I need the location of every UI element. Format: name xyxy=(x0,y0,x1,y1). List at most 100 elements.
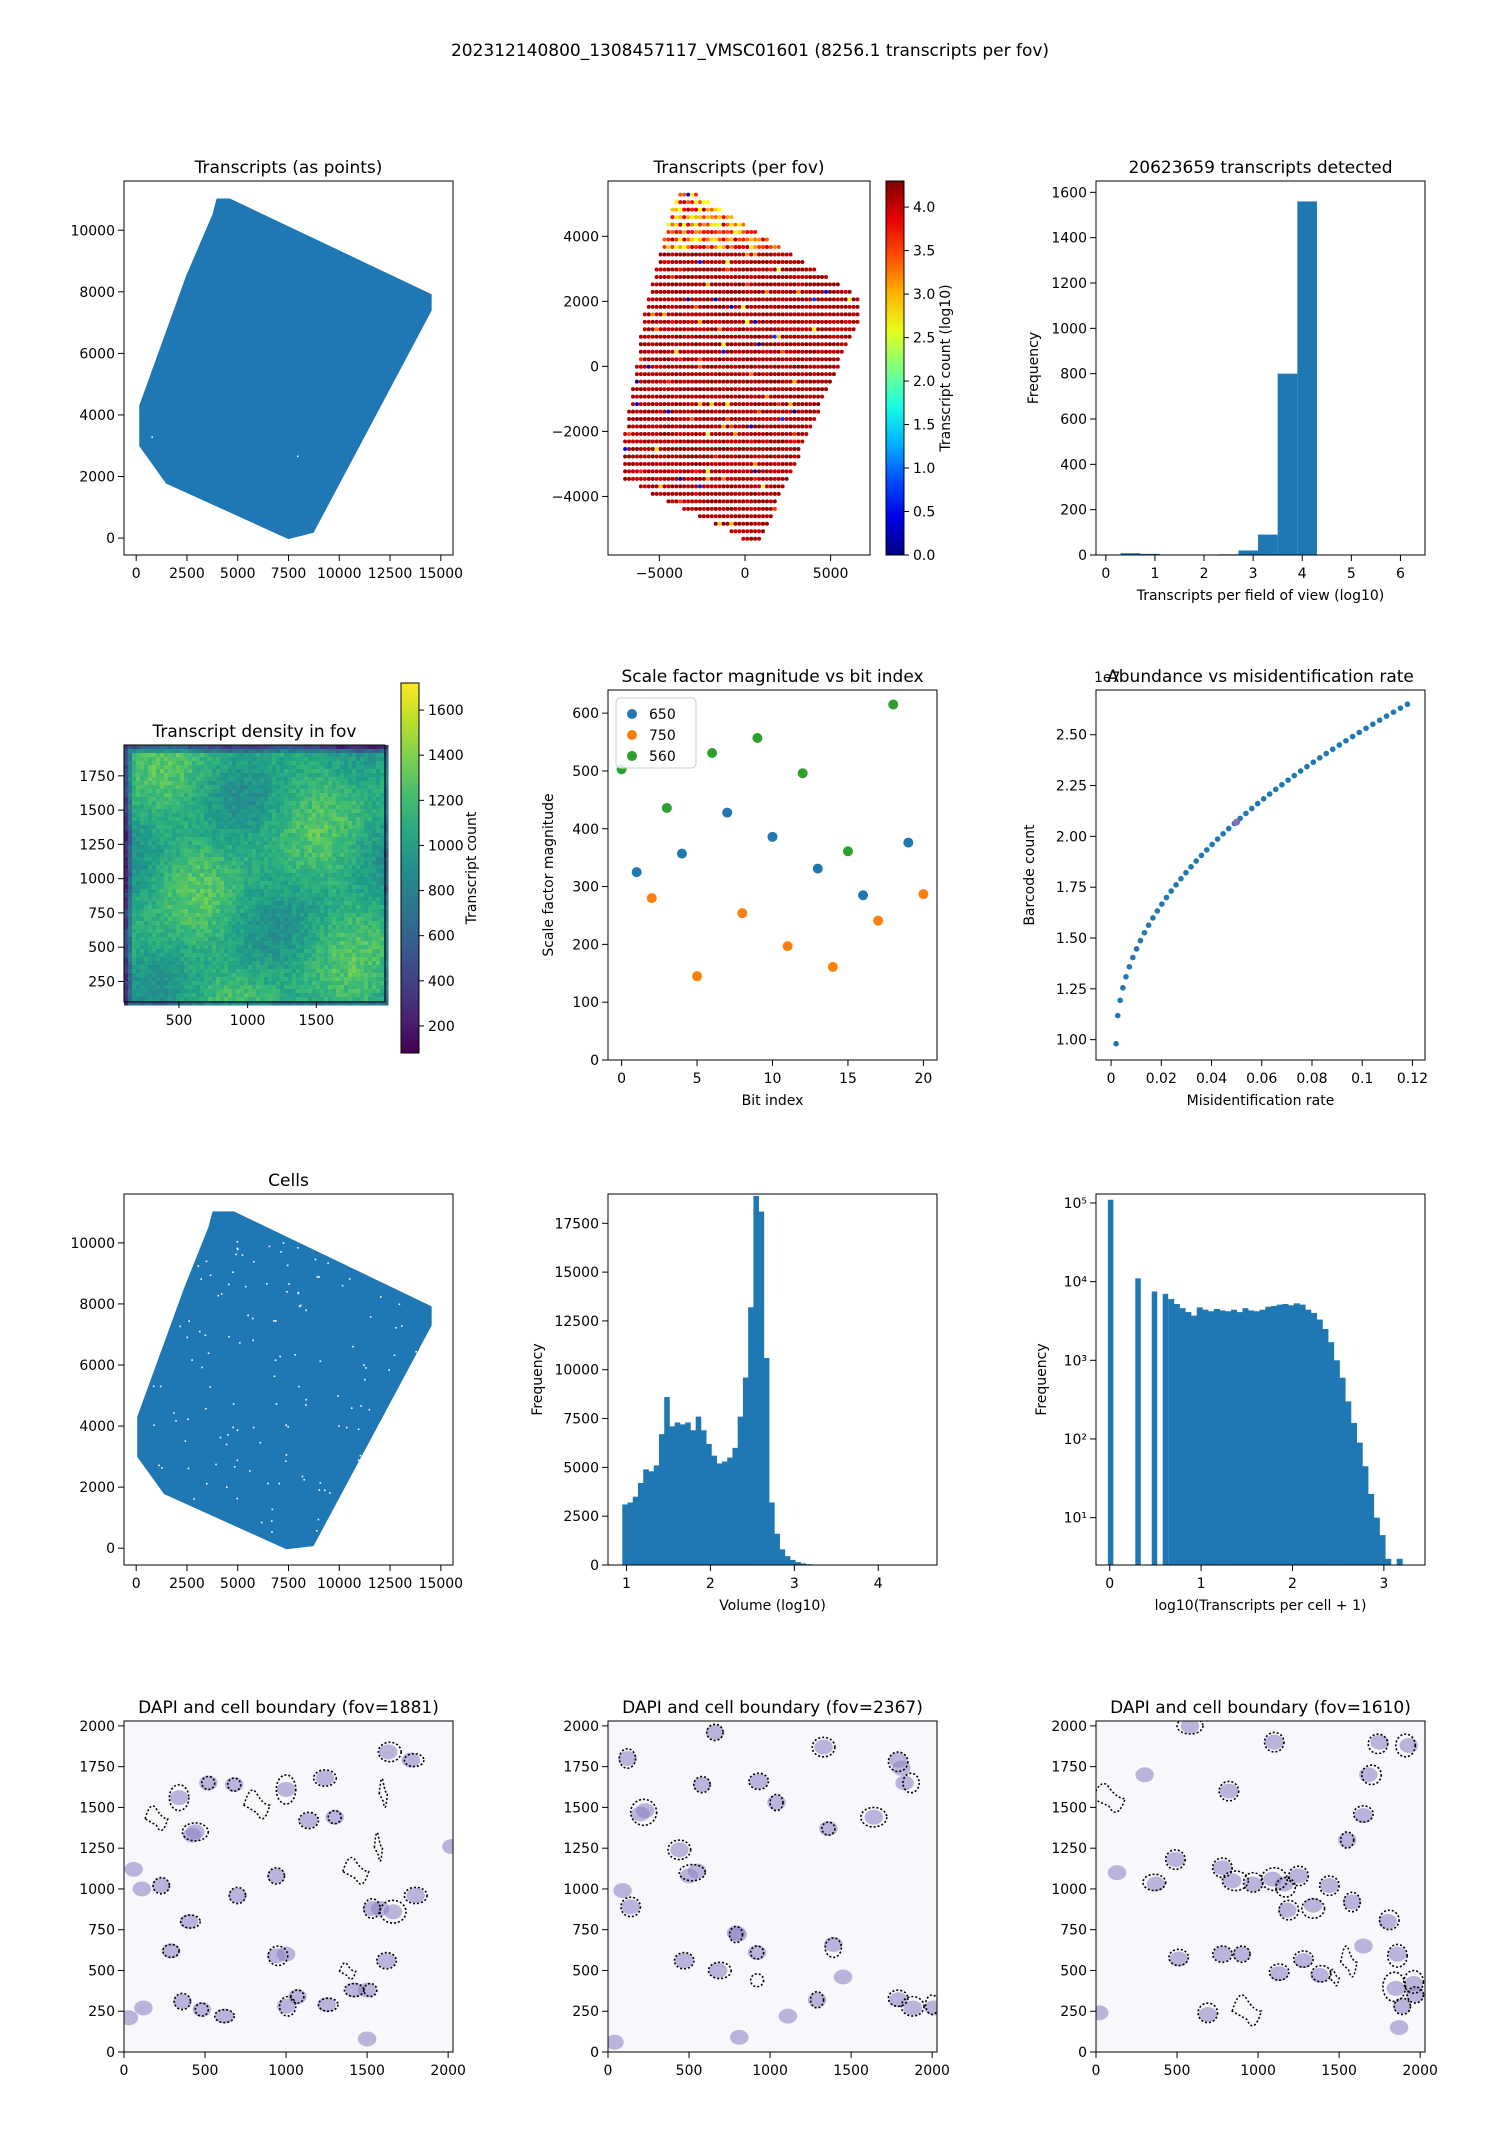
heat-cell xyxy=(212,901,217,906)
heat-cell xyxy=(288,861,293,866)
heat-cell xyxy=(144,801,149,806)
heat-cell xyxy=(228,821,233,826)
heat-cell xyxy=(192,893,197,898)
fov-point xyxy=(721,274,726,279)
heat-cell xyxy=(380,809,385,814)
fov-point xyxy=(827,304,832,309)
gap-point xyxy=(357,1428,360,1431)
fov-point xyxy=(733,267,738,272)
heat-cell xyxy=(376,857,381,862)
heat-cell xyxy=(376,841,381,846)
heat-cell xyxy=(300,817,305,822)
heat-cell xyxy=(312,745,317,750)
heat-cell xyxy=(132,797,137,802)
fov-point xyxy=(792,409,797,414)
heat-cell xyxy=(156,889,161,894)
heat-cell xyxy=(204,793,209,798)
heat-cell xyxy=(352,817,357,822)
heat-cell xyxy=(232,765,237,770)
heat-cell xyxy=(200,761,205,766)
gap-point xyxy=(285,1424,287,1427)
fov-point xyxy=(658,297,663,302)
fov-point xyxy=(847,319,852,324)
heat-cell xyxy=(384,877,389,882)
fov-point xyxy=(678,461,683,466)
fov-point xyxy=(749,417,754,422)
heat-cell xyxy=(208,765,213,770)
heat-cell xyxy=(368,817,373,822)
heat-cell xyxy=(380,893,385,898)
fov-point xyxy=(705,304,710,309)
fov-point xyxy=(820,312,825,317)
heat-cell xyxy=(224,853,229,858)
fov-point xyxy=(737,417,742,422)
fov-point xyxy=(729,297,734,302)
heat-cell xyxy=(232,813,237,818)
fov-point xyxy=(753,282,758,287)
heat-cell xyxy=(336,905,341,910)
fov-point xyxy=(737,252,742,257)
fov-point xyxy=(796,297,801,302)
heat-cell xyxy=(160,841,165,846)
heat-cell xyxy=(280,797,285,802)
fov-point xyxy=(662,454,667,459)
heat-cell xyxy=(236,817,241,822)
heat-cell xyxy=(244,813,249,818)
heat-cell xyxy=(164,849,169,854)
heat-cell xyxy=(316,873,321,878)
fov-point xyxy=(772,387,777,392)
fov-point xyxy=(816,349,821,354)
heat-cell xyxy=(248,821,253,826)
heat-cell xyxy=(124,773,129,778)
gap-point xyxy=(298,1385,300,1388)
fov-point xyxy=(717,215,722,220)
fov-point xyxy=(827,379,832,384)
heat-cell xyxy=(284,913,289,918)
heat-cell xyxy=(152,873,157,878)
heat-cell xyxy=(324,809,329,814)
fov-point xyxy=(694,491,699,496)
heat-cell xyxy=(324,753,329,758)
heat-cell xyxy=(156,829,161,834)
heat-cell xyxy=(208,821,213,826)
heat-cell xyxy=(384,757,389,762)
heat-cell xyxy=(148,881,153,886)
heat-cell xyxy=(328,853,333,858)
fov-point xyxy=(634,439,639,444)
heat-cell xyxy=(184,805,189,810)
fov-point xyxy=(800,394,805,399)
heat-cell xyxy=(168,873,173,878)
fov-point xyxy=(654,357,659,362)
heat-cell xyxy=(268,837,273,842)
fov-point xyxy=(792,267,797,272)
gap-point xyxy=(297,1292,299,1295)
heat-cell xyxy=(328,897,333,902)
fov-point xyxy=(737,461,742,466)
heat-cell xyxy=(380,849,385,854)
fov-point xyxy=(831,342,836,347)
fov-point xyxy=(690,230,695,235)
heat-cell xyxy=(336,881,341,886)
heat-cell xyxy=(228,749,233,754)
heat-cell xyxy=(384,897,389,902)
heat-cell xyxy=(320,753,325,758)
heat-cell xyxy=(292,913,297,918)
heat-cell xyxy=(192,909,197,914)
heat-cell xyxy=(196,825,201,830)
heat-cell xyxy=(328,913,333,918)
heat-cell xyxy=(188,765,193,770)
heat-cell xyxy=(180,801,185,806)
fov-point xyxy=(634,417,639,422)
heat-cell xyxy=(324,881,329,886)
fov-point xyxy=(729,357,734,362)
heat-cell xyxy=(236,781,241,786)
heat-cell xyxy=(236,805,241,810)
fov-point xyxy=(827,327,832,332)
fov-point xyxy=(709,439,714,444)
heat-cell xyxy=(252,809,257,814)
heat-cell xyxy=(136,901,141,906)
heat-cell xyxy=(292,905,297,910)
x-axis-label: Transcripts per field of view (log10) xyxy=(1136,588,1385,604)
fov-point xyxy=(721,312,726,317)
fov-point xyxy=(855,312,860,317)
